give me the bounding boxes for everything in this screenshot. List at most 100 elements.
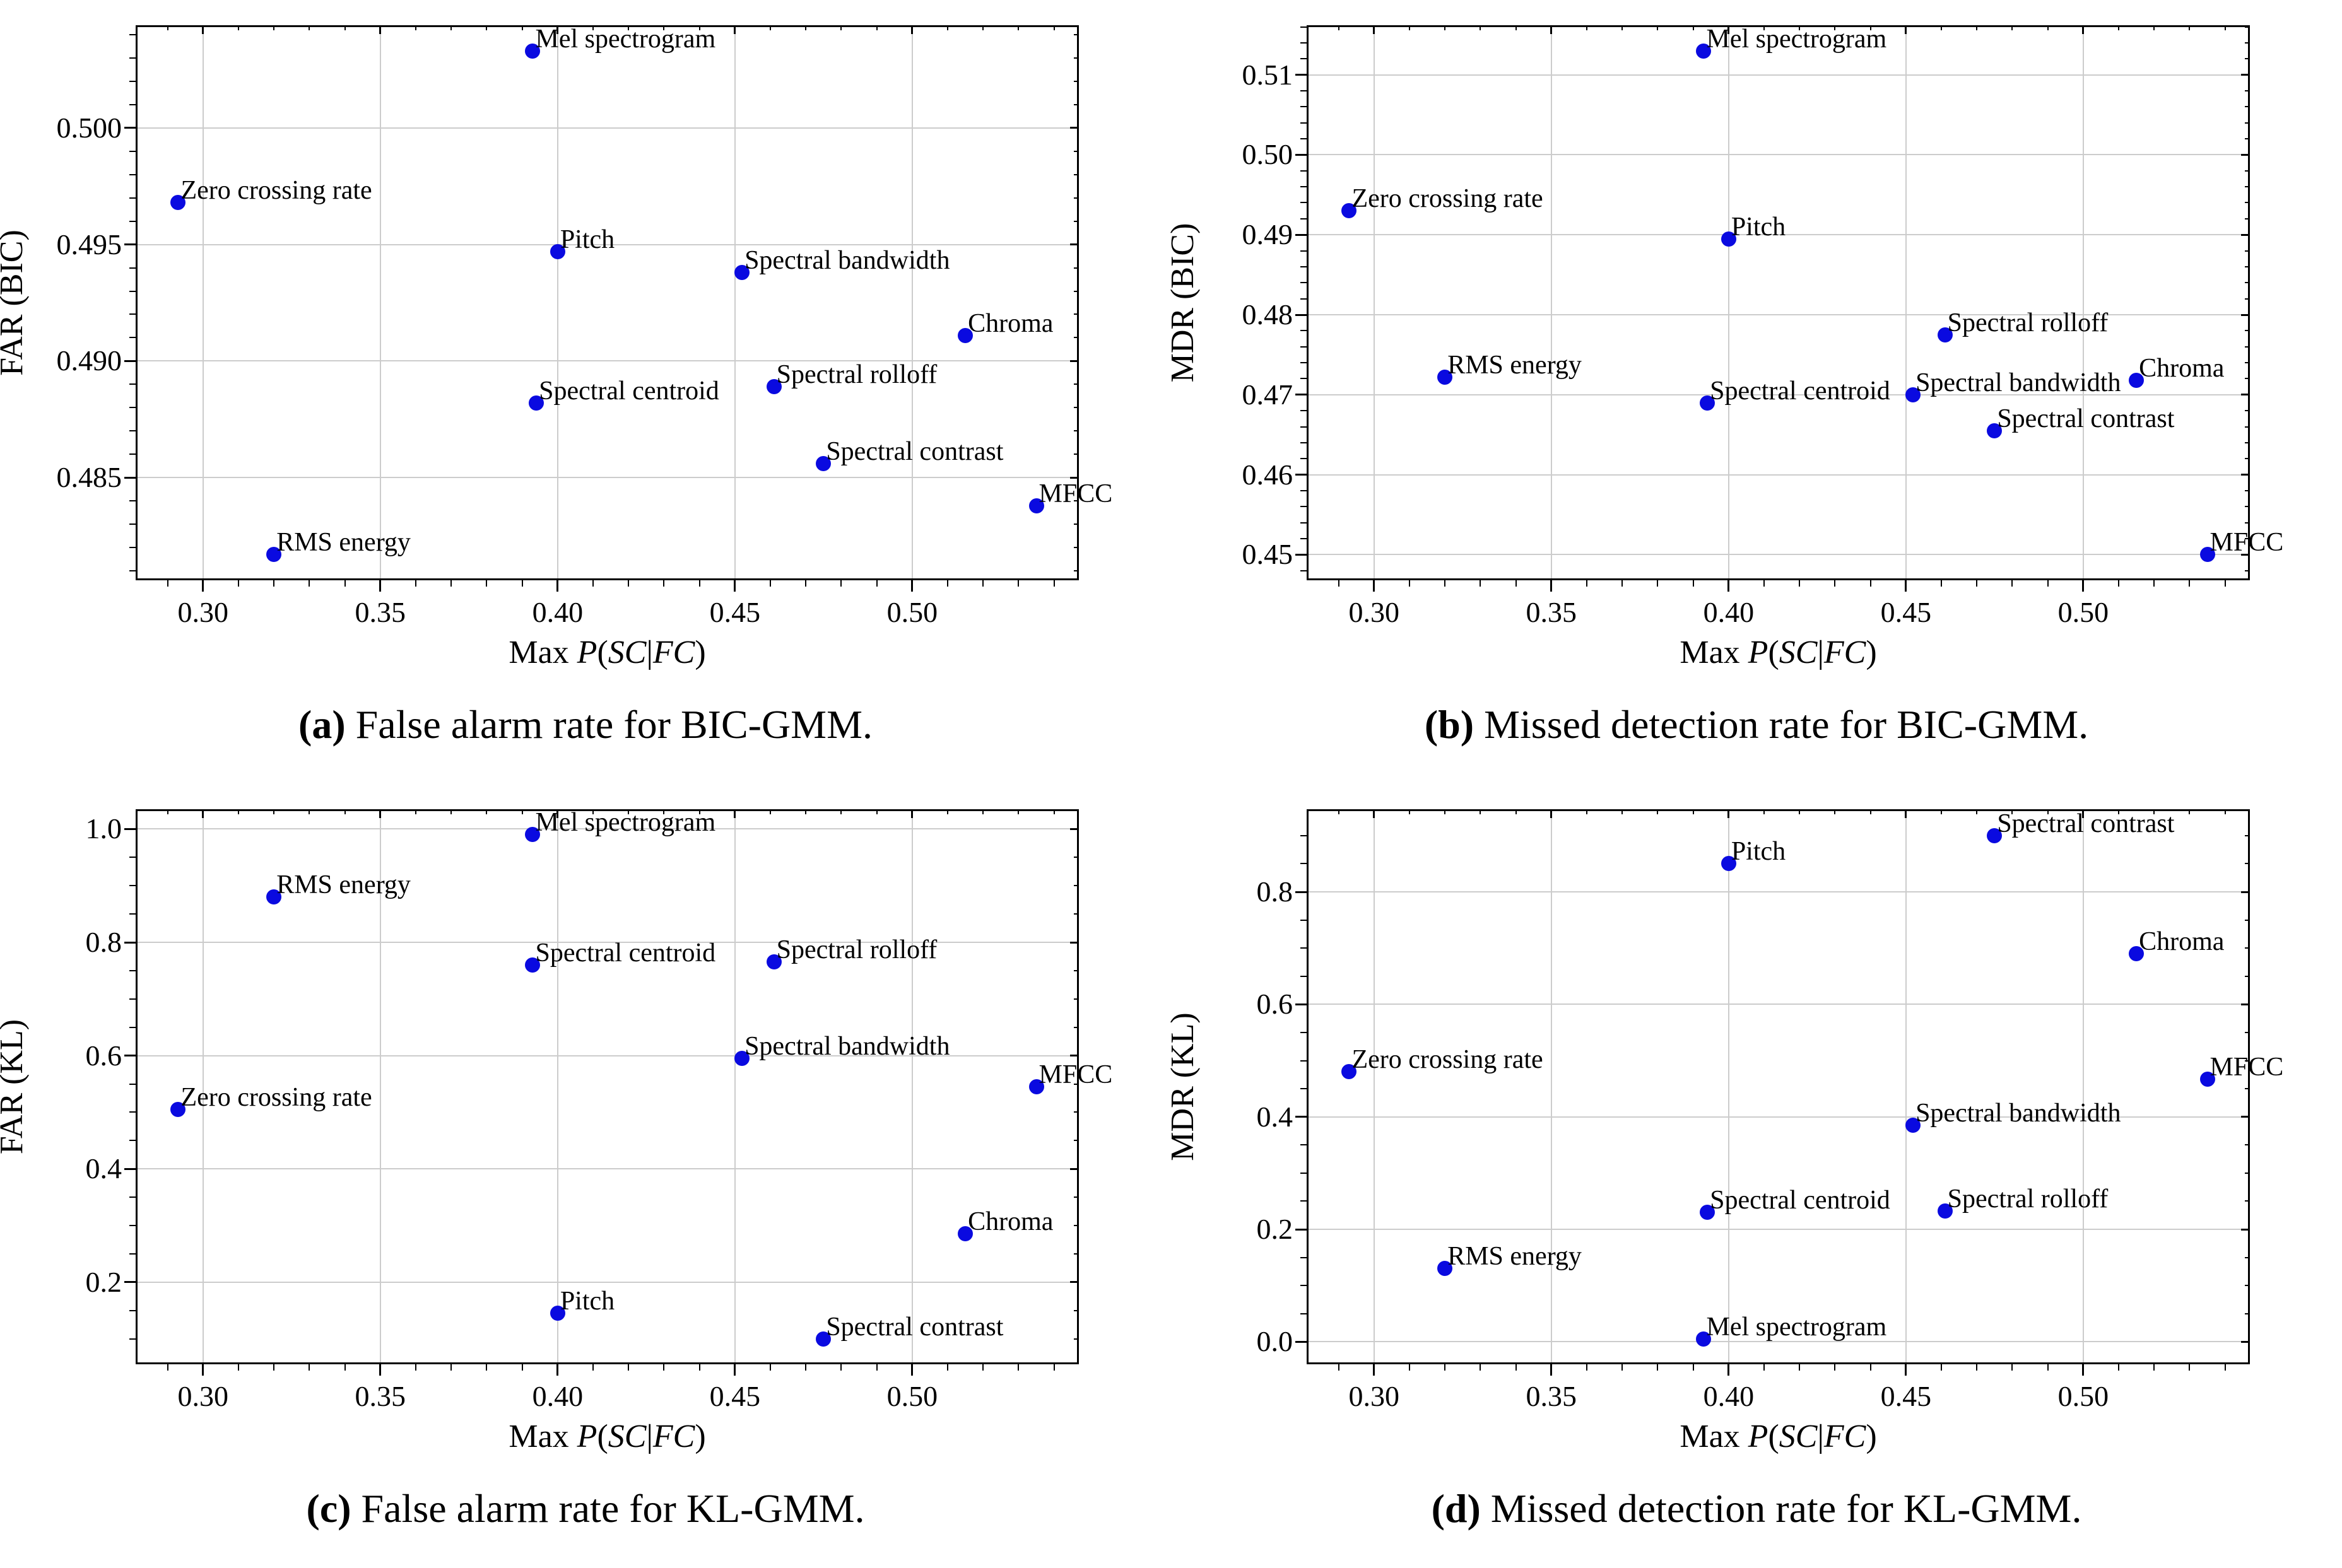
data-point-mel-spectrogram — [1696, 43, 1712, 59]
x-minor-tick-top — [1444, 25, 1446, 30]
x-minor-tick-bottom — [770, 580, 772, 587]
data-point-spectral-centroid — [529, 395, 544, 411]
y-minor-tick-right — [2245, 362, 2250, 364]
x-minor-tick-bottom — [167, 1364, 168, 1371]
y-major-tick-right — [2241, 394, 2250, 396]
x-major-tick-bottom — [2082, 580, 2085, 592]
plot-area-far-bic: 0.30 0.35 0.40 0.45 0.50 0.485 0.490 0.495 0.500… — [57, 25, 1113, 628]
y-minor-tick-left — [129, 1026, 136, 1028]
y-minor-tick-right — [2245, 834, 2250, 836]
caption-b: (b) Missed detection rate for BIC-GMM. — [1171, 701, 2342, 748]
y-minor-tick-left — [1300, 250, 1307, 252]
x-major-tick-top — [1373, 809, 1375, 818]
data-point-label: Pitch — [1731, 212, 1786, 242]
y-major-tick-right — [1070, 127, 1079, 129]
x-minor-tick-bottom — [1692, 580, 1694, 587]
y-major-tick-left — [124, 1281, 136, 1284]
y-minor-tick-right — [2245, 1285, 2250, 1287]
x-minor-tick-bottom — [486, 580, 488, 587]
x-minor-tick-bottom — [1586, 1364, 1587, 1371]
caption-b-label: (b) — [1424, 702, 1474, 747]
y-gridline — [1307, 474, 2250, 476]
x-minor-tick-top — [947, 809, 949, 814]
caption-d: (d) Missed detection rate for KL-GMM. — [1171, 1485, 2342, 1532]
x-tick-label: 0.30 — [1348, 596, 1400, 628]
x-minor-tick-bottom — [1657, 1364, 1659, 1371]
data-point-zero-crossing-rate — [170, 1101, 186, 1117]
y-minor-tick-left — [129, 103, 136, 105]
x-tick-label: 0.35 — [1526, 596, 1577, 628]
x-minor-tick-top — [840, 809, 842, 814]
x-tick-label: 0.30 — [177, 596, 229, 628]
y-gridline — [136, 477, 1079, 479]
y-minor-tick-left — [1300, 1200, 1307, 1202]
x-axis-label-prefix: Max — [1680, 1419, 1748, 1454]
y-major-tick-left — [1295, 233, 1307, 236]
x-minor-tick-top — [982, 25, 984, 30]
x-gridline — [911, 25, 913, 580]
x-major-tick-bottom — [1905, 580, 1907, 592]
y-major-tick-left — [124, 127, 136, 129]
y-gridline — [136, 942, 1079, 944]
x-tick-label: 0.40 — [532, 596, 584, 628]
y-minor-tick-right — [2245, 42, 2250, 44]
y-major-tick-left — [1295, 1340, 1307, 1343]
y-minor-tick-right — [1074, 430, 1079, 432]
data-point-mfcc — [2199, 547, 2215, 563]
x-minor-tick-bottom — [663, 1364, 665, 1371]
y-major-tick-left — [1295, 1003, 1307, 1005]
x-major-tick-bottom — [1727, 580, 1730, 592]
x-major-tick-bottom — [1373, 1364, 1375, 1376]
y-minor-tick-right — [2245, 1088, 2250, 1090]
caption-a-label: (a) — [298, 702, 346, 747]
x-minor-tick-bottom — [2047, 580, 2049, 587]
x-major-tick-bottom — [556, 1364, 559, 1376]
x-minor-tick-bottom — [876, 580, 878, 587]
y-major-tick-left — [124, 476, 136, 479]
panel-mdr-bic: MDR (BIC) 0.30 0.35 0.40 0.45 0.50 0.45 0.46 0.… — [1165, 0, 2342, 784]
x-minor-tick-top — [1018, 25, 1020, 30]
x-major-tick-bottom — [1373, 580, 1375, 592]
data-point-spectral-rolloff — [1937, 327, 1953, 342]
y-minor-tick-left — [129, 80, 136, 82]
y-minor-tick-right — [1074, 267, 1079, 269]
x-axis-label-prefix: Max — [509, 1419, 577, 1454]
data-point-label: Mel spectrogram — [1706, 1312, 1887, 1342]
x-minor-tick-top — [2047, 25, 2049, 30]
x-axis-label-P: P — [577, 635, 597, 670]
y-minor-tick-right — [1074, 407, 1079, 409]
caption-b-text: Missed detection rate for BIC-GMM. — [1474, 702, 2089, 747]
y-minor-tick-left — [129, 453, 136, 455]
x-minor-tick-top — [1586, 809, 1587, 814]
y-minor-tick-right — [1074, 33, 1079, 35]
x-minor-tick-bottom — [1053, 580, 1055, 587]
y-gridline — [136, 127, 1079, 129]
x-axis-label-paren-open: ( — [597, 635, 608, 670]
x-minor-tick-bottom — [1976, 1364, 1978, 1371]
y-gridline — [1307, 1116, 2250, 1118]
y-minor-tick-left — [1300, 202, 1307, 204]
x-gridline — [1727, 25, 1729, 580]
y-minor-tick-right — [1074, 453, 1079, 455]
data-point-label: RMS energy — [1447, 350, 1582, 380]
y-minor-tick-right — [2245, 122, 2250, 124]
x-gridline — [1373, 809, 1375, 1364]
y-major-tick-right — [2241, 891, 2250, 893]
x-major-tick-top — [734, 809, 736, 818]
y-minor-tick-right — [2245, 1060, 2250, 1062]
y-major-tick-right — [2241, 1116, 2250, 1118]
x-major-tick-top — [1373, 25, 1375, 34]
y-gridline — [1307, 1341, 2250, 1343]
x-gridline — [1905, 25, 1907, 580]
x-minor-tick-top — [663, 809, 665, 814]
x-minor-tick-top — [1692, 809, 1694, 814]
x-tick-label: 0.45 — [709, 596, 761, 628]
x-minor-tick-top — [237, 809, 239, 814]
y-minor-tick-left — [129, 1111, 136, 1113]
data-point-label: Mel spectrogram — [1706, 24, 1887, 54]
x-minor-tick-top — [1941, 25, 1943, 30]
data-point-label: MFCC — [1039, 1060, 1113, 1089]
data-point-label: Spectral centroid — [535, 938, 716, 968]
y-minor-tick-left — [1300, 218, 1307, 219]
